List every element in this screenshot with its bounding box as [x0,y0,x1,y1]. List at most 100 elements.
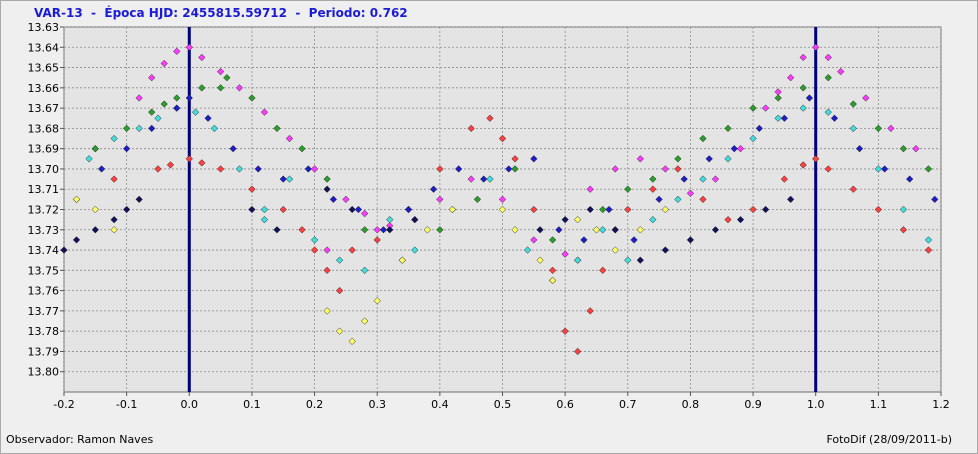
data-point [110,175,118,183]
data-point [724,124,732,133]
data-point [548,276,557,285]
x-tick-label: 0.5 [494,398,512,411]
data-point [329,195,338,204]
data-point [216,165,225,173]
data-point [599,266,607,274]
data-point [774,94,782,102]
data-point [730,145,738,153]
data-point [674,195,682,204]
data-point [849,100,857,108]
data-point [774,114,782,122]
data-point [148,124,156,133]
data-point [523,246,532,254]
data-point [686,189,695,197]
data-point [323,246,331,254]
chart-title: VAR-13 - Época HJD: 2455815.59712 - Peri… [34,6,408,20]
data-point [386,215,394,224]
data-point [812,155,820,163]
data-point [260,205,269,214]
data-point [874,124,883,133]
data-point [185,43,193,51]
data-point [912,145,920,153]
data-point [373,226,381,234]
data-point [448,205,457,214]
data-point [122,124,131,133]
data-point [72,195,81,204]
data-point [630,236,638,244]
data-point [574,347,582,356]
data-point [849,185,857,193]
data-point [260,215,269,224]
data-point [273,124,281,133]
data-point [780,175,789,183]
data-point [423,226,431,234]
data-point [761,205,770,214]
x-tick-label: 0.8 [682,398,700,411]
x-tick-label: 0.0 [181,398,199,411]
data-point [874,205,883,214]
data-point [605,205,613,214]
data-point [411,215,419,224]
data-point [799,84,807,92]
data-point [72,236,81,244]
data-point [354,205,363,214]
data-point [755,124,763,133]
data-point [323,185,331,193]
data-point [749,104,757,112]
x-tick-label: 0.7 [619,398,637,411]
data-point [724,215,732,224]
data-point [229,145,237,153]
data-point [235,165,244,173]
x-tick-label: 0.6 [556,398,574,411]
data-point [260,108,269,116]
data-point [335,286,344,295]
data-point [849,124,857,133]
data-point [248,205,256,214]
data-point [285,134,294,143]
data-point [279,175,287,183]
data-point [110,134,118,143]
y-tick-label: 13.71 [28,183,60,196]
y-tick-label: 13.75 [28,264,60,277]
data-point [348,246,356,254]
data-point [855,145,864,153]
y-tick-label: 13.63 [28,21,60,34]
data-point [342,195,350,204]
data-point [122,205,131,214]
data-point [536,226,544,234]
data-point [899,205,908,214]
data-point [761,104,770,112]
data-point [498,134,507,143]
data-point [574,256,582,264]
y-tick-label: 13.67 [28,102,60,115]
y-tick-label: 13.73 [28,224,60,237]
data-point [248,94,256,102]
data-point [436,226,444,234]
data-point [254,165,262,173]
data-point [122,145,131,153]
data-point [824,74,832,82]
data-point [135,195,143,204]
data-point [874,165,883,173]
data-point [191,108,200,116]
data-point [398,256,406,264]
data-point [931,195,939,204]
data-point [285,175,294,183]
data-point [216,67,225,76]
data-point [404,205,413,214]
data-point [548,236,557,244]
y-tick-label: 13.68 [28,122,60,135]
y-tick-label: 13.69 [28,143,60,156]
data-point [548,266,557,274]
data-point [335,327,344,335]
data-point [511,155,519,163]
data-point [636,226,644,234]
data-point [85,155,93,163]
data-point [699,175,707,183]
data-point [361,317,369,325]
y-tick-label: 13.77 [28,305,60,318]
data-point [486,114,494,122]
data-point [586,307,594,315]
data-point [91,205,99,214]
